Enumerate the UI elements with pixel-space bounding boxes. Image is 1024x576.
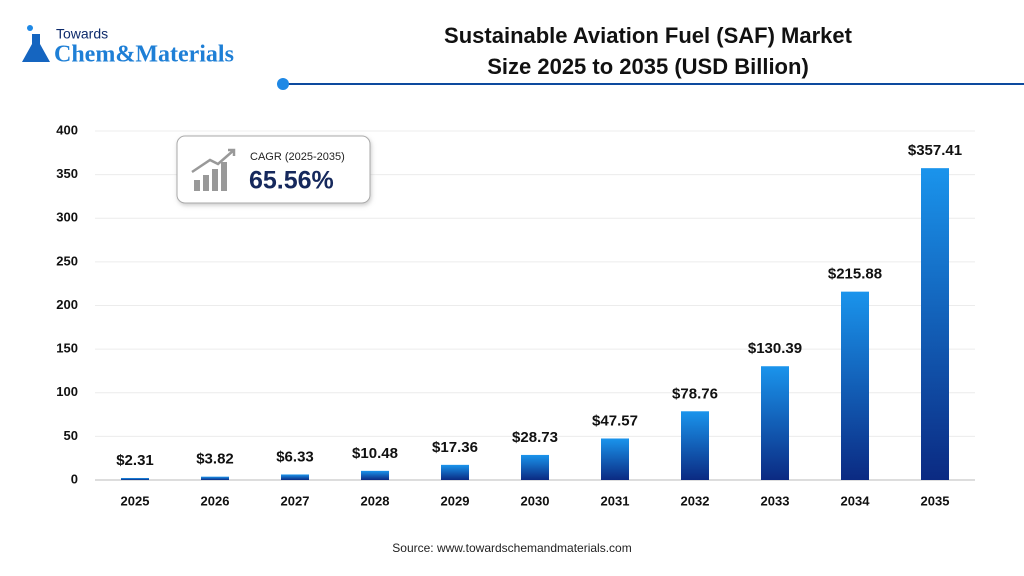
bar [601,438,629,480]
bar [841,291,869,480]
y-tick-label: 100 [56,384,78,399]
data-label: $10.48 [352,445,398,462]
x-tick-label: 2030 [521,493,550,508]
data-label: $2.31 [116,452,154,469]
cagr-value: 65.56% [249,167,334,195]
bar [281,474,309,480]
icon-bar [221,162,227,191]
logo-text: Chem&Materials [54,42,234,68]
x-tick-label: 2032 [681,493,710,508]
logo-flask [22,34,50,62]
bar [521,454,549,480]
x-tick-label: 2035 [921,493,950,508]
y-tick-label: 250 [56,253,78,268]
y-tick-label: 0 [71,471,78,486]
bar [921,168,949,480]
x-tick-label: 2027 [281,493,310,508]
cagr-label: CAGR (2025-2035) [250,151,345,163]
data-label: $215.88 [828,266,882,283]
y-tick-label: 350 [56,166,78,181]
bar [761,366,789,480]
bar [681,411,709,480]
x-tick-label: 2031 [601,493,630,508]
data-label: $6.33 [276,448,314,465]
y-tick-label: 150 [56,341,78,356]
data-label: $3.82 [196,451,234,468]
x-tick-label: 2033 [761,493,790,508]
data-label: $357.41 [908,142,962,159]
y-tick-label: 400 [56,122,78,137]
y-tick-label: 200 [56,297,78,312]
title-rule-dot [277,78,289,90]
y-tick-label: 50 [64,428,78,443]
icon-bar [203,175,209,191]
y-tick-label: 300 [56,210,78,225]
icon-bar [194,180,200,191]
bar [121,477,149,480]
data-label: $17.36 [432,439,478,456]
chart-title: Sustainable Aviation Fuel (SAF) Market [444,23,853,48]
x-tick-label: 2025 [121,493,150,508]
bar [201,476,229,480]
chart-title: Size 2025 to 2035 (USD Billion) [487,54,809,79]
data-label: $28.73 [512,429,558,446]
icon-bar [212,169,218,191]
data-label: $130.39 [748,340,802,357]
logo-dot [27,25,33,31]
plot-area: 0 50 100 150 200 250 300 350 400 2025 $2.31 2026 $3.… [56,122,975,508]
data-label: $47.57 [592,412,638,429]
source: Source: www.towardschemandmaterials.com [392,541,631,555]
x-tick-label: 2029 [441,493,470,508]
icon-arrow [191,148,236,174]
cagr-box: CAGR (2025-2035) 65.56% [176,135,371,204]
logo-text: Towards [56,26,108,42]
x-tick-label: 2026 [201,493,230,508]
x-tick-label: 2034 [841,493,871,508]
bar [441,464,469,480]
logo: Towards Chem&Materials [22,25,234,68]
x-tick-label: 2028 [361,493,390,508]
data-label: $78.76 [672,385,718,402]
bar [361,470,389,480]
